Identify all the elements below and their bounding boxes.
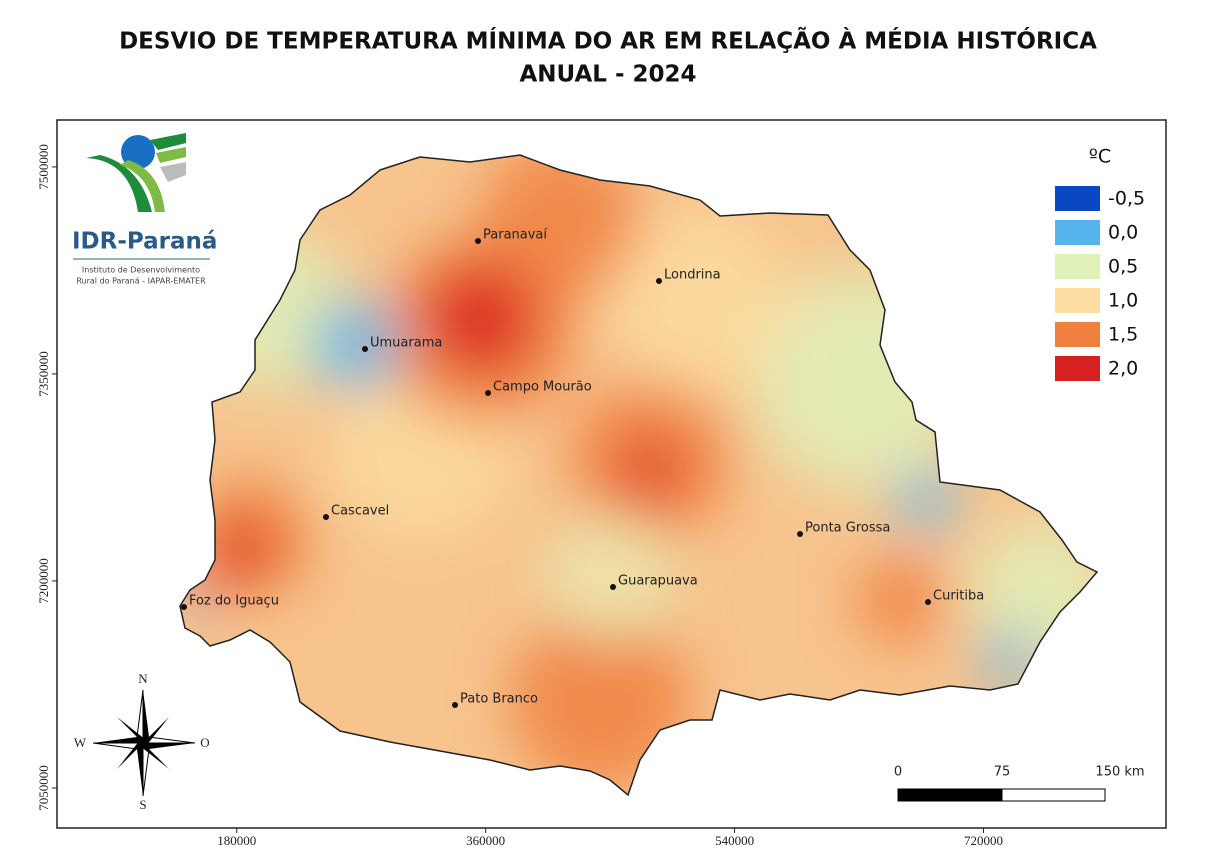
city-marker [323, 514, 329, 520]
legend-swatch [1055, 356, 1100, 381]
surface-blob [610, 210, 790, 390]
y-tick-label: 7500000 [36, 144, 51, 190]
surface-blob [510, 610, 690, 790]
surface-blob [895, 470, 955, 530]
compass-label: W [74, 735, 87, 750]
city-marker [452, 702, 458, 708]
surface-blob [855, 555, 945, 645]
city-marker [362, 346, 368, 352]
compass-label: O [200, 735, 209, 750]
compass: N S W O [74, 671, 210, 812]
y-tick-label: 7200000 [36, 558, 51, 604]
legend-swatch [1055, 322, 1100, 347]
y-tick-label: 7050000 [36, 765, 51, 811]
city-label: Londrina [664, 268, 721, 283]
surface-blob [425, 265, 535, 375]
surface-blob [988, 658, 1012, 682]
title-line: DESVIO DE TEMPERATURA MÍNIMA DO AR EM RE… [119, 27, 1097, 55]
scale-bar: 0 75 150 km [894, 765, 1145, 802]
city-marker [925, 599, 931, 605]
surface-blob [575, 543, 645, 613]
logo-subtitle: Rural do Paraná - IAPAR-EMATER [76, 277, 206, 286]
legend-label: 0,0 [1108, 222, 1138, 244]
x-tick-label: 720000 [964, 833, 1003, 848]
legend-swatch [1055, 220, 1100, 245]
city-marker [181, 604, 187, 610]
city-marker [610, 584, 616, 590]
city-label: Guarapuava [618, 574, 698, 589]
state-outline [179, 154, 1099, 797]
legend-label: -0,5 [1108, 188, 1145, 210]
scale-label: 0 [894, 765, 902, 780]
title-line: ANUAL - 2024 [519, 62, 696, 88]
city-marker [475, 238, 481, 244]
city-marker [797, 531, 803, 537]
compass-label: S [139, 797, 146, 812]
compass-label: N [138, 671, 148, 686]
x-tick-label: 540000 [715, 833, 754, 848]
city-label: Campo Mourão [493, 380, 592, 395]
city-label: Ponta Grossa [805, 521, 890, 536]
city-marker [485, 390, 491, 396]
logo-subtitle: Instituto de Desenvolvimento [82, 266, 200, 275]
city-marker [656, 278, 662, 284]
legend-title: ºC [1089, 146, 1111, 168]
legend-label: 0,5 [1108, 256, 1138, 278]
city-label: Cascavel [331, 504, 389, 519]
scale-label: 75 [994, 765, 1011, 780]
x-tick-label: 360000 [466, 833, 505, 848]
logo: IDR-Paraná Instituto de Desenvolvimento … [72, 133, 217, 286]
logo-name: IDR-Paraná [72, 229, 217, 255]
legend-label: 2,0 [1108, 358, 1138, 380]
legend-swatch [1055, 288, 1100, 313]
legend-label: 1,5 [1108, 324, 1138, 346]
city-label: Paranavaí [483, 228, 547, 243]
temperature-surface [180, 155, 1097, 795]
city-label: Foz do Iguaçu [189, 594, 279, 609]
legend-swatch [1055, 186, 1100, 211]
legend-label: 1,0 [1108, 290, 1138, 312]
x-tick-label: 180000 [217, 833, 256, 848]
city-label: Pato Branco [460, 692, 538, 707]
surface-blob [310, 300, 400, 390]
city-label: Umuarama [370, 336, 442, 351]
surface-blob [620, 440, 680, 500]
y-tick-label: 7350000 [36, 351, 51, 397]
legend-swatch [1055, 254, 1100, 279]
city-label: Curitiba [933, 589, 984, 604]
surface-blob [210, 520, 270, 580]
scale-label: 150 km [1095, 765, 1144, 780]
